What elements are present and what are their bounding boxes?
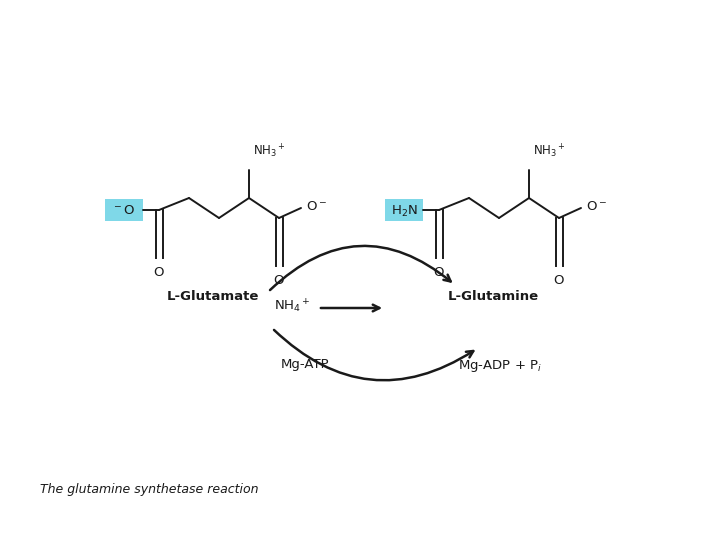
Text: $^-$O: $^-$O — [112, 205, 136, 218]
Text: Mg-ADP + P$_i$: Mg-ADP + P$_i$ — [458, 358, 542, 374]
FancyBboxPatch shape — [105, 199, 143, 221]
Text: NH$_3$$^+$: NH$_3$$^+$ — [253, 143, 286, 160]
Text: O$^-$: O$^-$ — [586, 199, 607, 213]
FancyBboxPatch shape — [385, 199, 423, 221]
Text: O: O — [154, 266, 164, 279]
Text: L-Glutamine: L-Glutamine — [447, 290, 539, 303]
Text: O: O — [433, 266, 444, 279]
Text: O: O — [274, 274, 284, 287]
Text: NH$_4$$^+$: NH$_4$$^+$ — [274, 298, 310, 315]
Text: H$_2$N: H$_2$N — [390, 204, 418, 219]
Text: Mg-ATP: Mg-ATP — [281, 358, 329, 371]
Text: O: O — [554, 274, 564, 287]
Text: The glutamine synthetase reaction: The glutamine synthetase reaction — [40, 483, 258, 496]
Text: O$^-$: O$^-$ — [306, 199, 327, 213]
Text: NH$_3$$^+$: NH$_3$$^+$ — [533, 143, 566, 160]
Text: L-Glutamate: L-Glutamate — [167, 290, 259, 303]
